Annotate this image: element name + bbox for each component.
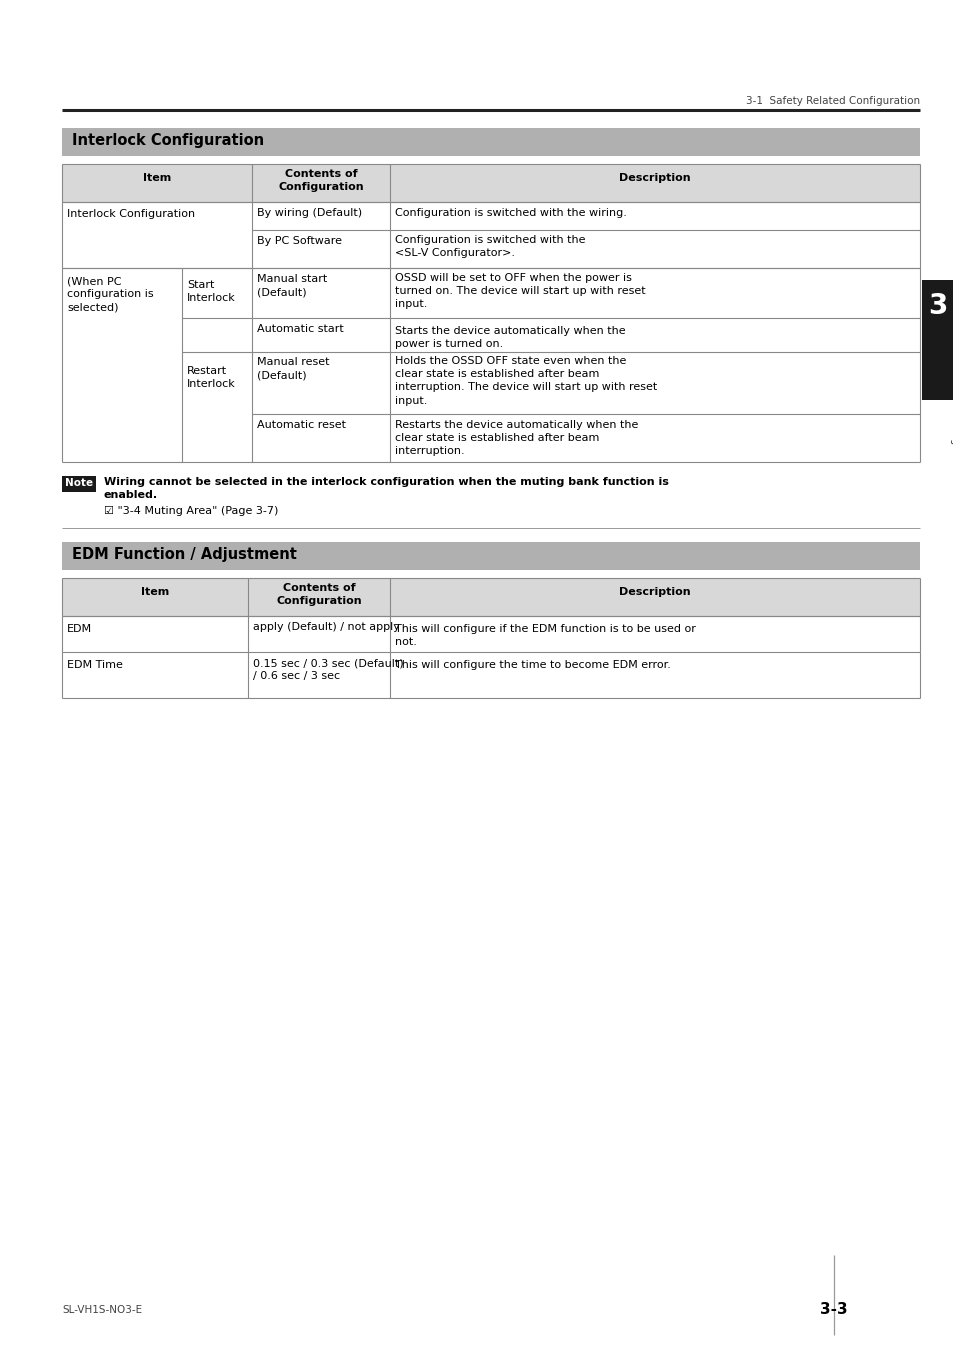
Text: Configuration is switched with the
<SL-V Configurator>.: Configuration is switched with the <SL-V… [395,235,585,258]
Text: Start
Interlock: Start Interlock [187,280,235,303]
Text: OSSD will be set to OFF when the power is
turned on. The device will start up wi: OSSD will be set to OFF when the power i… [395,273,645,309]
Text: Wiring cannot be selected in the interlock configuration when the muting bank fu: Wiring cannot be selected in the interlo… [104,477,668,500]
Text: Automatic reset: Automatic reset [256,420,346,430]
Bar [62,578,919,616]
Text: Description: Description [618,586,690,597]
Text: By PC Software: By PC Software [256,236,341,246]
Text: 3-3: 3-3 [820,1302,846,1317]
Text: By wiring (Default): By wiring (Default) [256,208,362,218]
Bar [62,476,96,492]
Text: Configuration of Each Function: Configuration of Each Function [949,415,953,554]
Text: EDM Time: EDM Time [67,661,123,670]
Text: Manual reset
(Default): Manual reset (Default) [256,357,329,380]
Text: This will configure if the EDM function is to be used or
not.: This will configure if the EDM function … [395,624,695,647]
Text: Interlock Configuration: Interlock Configuration [71,132,264,149]
Bar [921,280,953,400]
Text: ☑ "3-4 Muting Area" (Page 3-7): ☑ "3-4 Muting Area" (Page 3-7) [104,507,278,516]
Text: Starts the device automatically when the
power is turned on.: Starts the device automatically when the… [395,326,625,349]
Text: Contents of
Configuration: Contents of Configuration [278,169,363,192]
Text: (When PC
configuration is
selected): (When PC configuration is selected) [67,276,153,312]
Bar [62,163,919,203]
Text: EDM: EDM [67,624,92,634]
Text: Description: Description [618,173,690,182]
Bar [62,128,919,155]
Text: Manual start
(Default): Manual start (Default) [256,274,327,297]
Text: 3-1  Safety Related Configuration: 3-1 Safety Related Configuration [745,96,919,105]
Text: Item: Item [141,586,169,597]
Text: SL-VH1S-NO3-E: SL-VH1S-NO3-E [62,1305,142,1315]
Bar [62,542,919,570]
Text: Restart
Interlock: Restart Interlock [187,366,235,389]
Text: Automatic start: Automatic start [256,324,343,334]
Text: Restarts the device automatically when the
clear state is established after beam: Restarts the device automatically when t… [395,420,638,457]
Text: 0.15 sec / 0.3 sec (Default)
/ 0.6 sec / 3 sec: 0.15 sec / 0.3 sec (Default) / 0.6 sec /… [253,658,403,681]
Text: This will configure the time to become EDM error.: This will configure the time to become E… [395,661,670,670]
Text: Configuration is switched with the wiring.: Configuration is switched with the wirin… [395,208,626,218]
Text: apply (Default) / not apply: apply (Default) / not apply [253,621,399,632]
Text: Item: Item [143,173,171,182]
Text: 3: 3 [927,292,946,320]
Text: Interlock Configuration: Interlock Configuration [67,209,195,219]
Text: Holds the OSSD OFF state even when the
clear state is established after beam
int: Holds the OSSD OFF state even when the c… [395,357,657,405]
Text: Note: Note [65,478,93,488]
Text: Contents of
Configuration: Contents of Configuration [276,584,361,607]
Text: EDM Function / Adjustment: EDM Function / Adjustment [71,547,296,562]
